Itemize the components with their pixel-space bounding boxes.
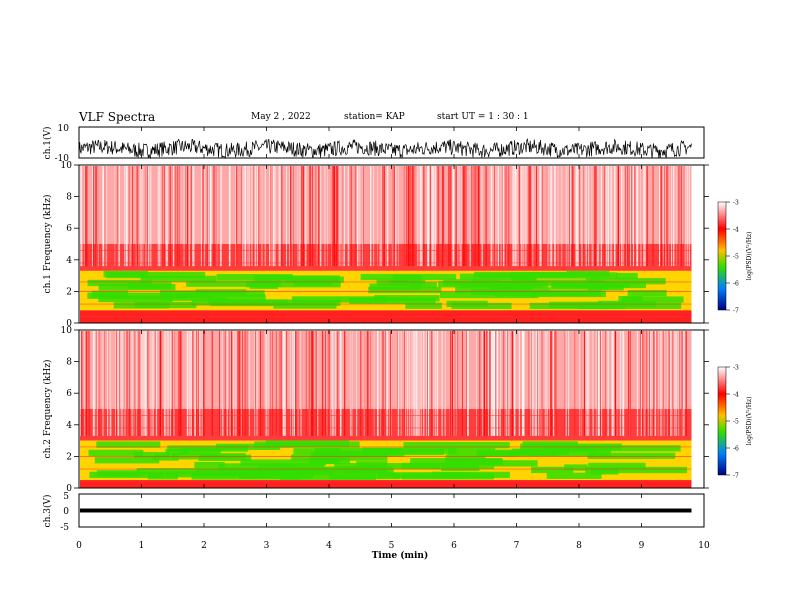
ch3-ytick-top: 5 xyxy=(63,492,69,502)
ch2-colorbar-label: log(PSD)(V²/Hz) xyxy=(746,397,753,446)
colorbar-tick-label: -4 xyxy=(733,227,739,234)
ch2-spectrogram-panel: ch.2 Frequency (kHz) 0 2 4 6 8 10 xyxy=(42,326,709,494)
x-tick-label: 3 xyxy=(264,541,270,551)
x-tick-label: 2 xyxy=(201,541,207,551)
ch1-ytick-bottom: -10 xyxy=(55,154,70,164)
ch1-colorbar: -3 -4 -5 -6 -7 log(PSD)(V²/Hz) xyxy=(717,200,753,315)
start-time-label: start UT = 1 : 30 : 1 xyxy=(437,112,529,122)
x-tick-label: 8 xyxy=(576,541,582,551)
freq-ytick-label: 4 xyxy=(66,256,72,266)
colorbar-tick-label: -5 xyxy=(733,254,739,261)
ch3-ytick-mid: 0 xyxy=(63,507,69,517)
ch2-freq-ylabel: ch.2 Frequency (kHz) xyxy=(42,360,53,459)
freq-ytick-label: 6 xyxy=(66,224,72,234)
ch3-waveform-band xyxy=(80,508,692,513)
chart-title: VLF Spectra xyxy=(79,110,156,124)
freq-ytick-label: 10 xyxy=(61,161,73,171)
colorbar-tick-label: -3 xyxy=(733,200,739,207)
colorbar-tick-label: -5 xyxy=(733,419,739,426)
ch1-waveform-line xyxy=(78,138,692,160)
x-tick-label: 9 xyxy=(639,541,645,551)
x-tick-label: 5 xyxy=(389,541,395,551)
colorbar-tick-label: -7 xyxy=(733,473,739,480)
ch2-spectrogram-image xyxy=(79,331,692,488)
colorbar-tick-label: -7 xyxy=(733,308,739,315)
ch3-ylabel: ch.3(V) xyxy=(42,495,53,528)
freq-ytick-label: 0 xyxy=(66,484,72,494)
x-tick-label: 10 xyxy=(698,541,710,551)
ch1-freq-ylabel: ch.1 Frequency (kHz) xyxy=(42,195,53,294)
colorbar-tick-label: -3 xyxy=(733,365,739,372)
ch2-colorbar-bar xyxy=(717,366,727,476)
x-tick-label: 0 xyxy=(76,541,82,551)
x-tick-label: 6 xyxy=(451,541,457,551)
freq-ytick-label: 8 xyxy=(66,193,72,203)
ch1-colorbar-label: log(PSD)(V²/Hz) xyxy=(746,232,753,281)
ch3-waveform-panel: 5 0 -5 ch.3(V) xyxy=(42,492,705,533)
station-label: station= KAP xyxy=(344,112,405,122)
ch1-colorbar-bar xyxy=(717,201,727,311)
freq-ytick-label: 2 xyxy=(66,452,72,462)
freq-ytick-label: 2 xyxy=(66,287,72,297)
x-tick-label: 1 xyxy=(139,541,145,551)
freq-ytick-label: 4 xyxy=(66,421,72,431)
x-axis-ticks xyxy=(78,127,705,527)
colorbar-tick-label: -4 xyxy=(733,392,739,399)
freq-ytick-label: 6 xyxy=(66,389,72,399)
ch2-colorbar: -3 -4 -5 -6 -7 log(PSD)(V²/Hz) xyxy=(717,365,753,480)
freq-ytick-label: 0 xyxy=(66,319,72,329)
colorbar-tick-label: -6 xyxy=(733,446,739,453)
x-tick-label: 4 xyxy=(326,541,332,551)
ch1-ytick-top: 10 xyxy=(58,124,70,134)
ch3-ytick-bottom: -5 xyxy=(60,523,69,533)
x-axis-label: Time (min) xyxy=(372,550,429,561)
ch1-spectrogram-panel: ch.1 Frequency (kHz) 0 2 4 6 8 10 xyxy=(42,161,709,329)
x-tick-label: 7 xyxy=(514,541,520,551)
colorbar-tick-label: -6 xyxy=(733,281,739,288)
date-label: May 2 , 2022 xyxy=(251,112,311,122)
ch1-waveform-panel: 10 -10 ch.1(V) xyxy=(42,124,705,164)
freq-ytick-label: 8 xyxy=(66,358,72,368)
ch1-ylabel: ch.1(V) xyxy=(42,127,53,160)
freq-ytick-label: 10 xyxy=(61,326,73,336)
ch1-spectrogram-image xyxy=(80,166,692,323)
x-axis-tick-labels: 0 1 2 3 4 5 6 7 8 9 10 xyxy=(76,541,710,551)
